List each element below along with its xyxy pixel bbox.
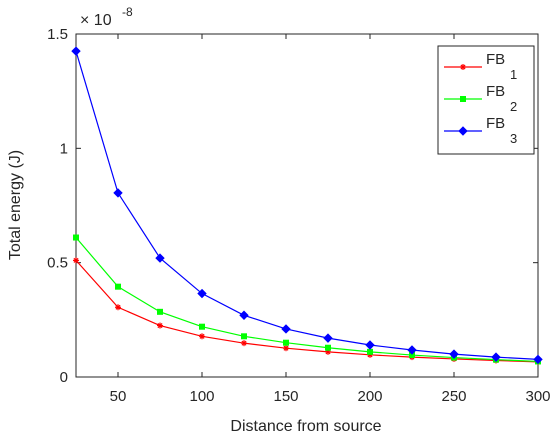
series-line [75, 259, 539, 363]
data-point [491, 352, 501, 362]
legend-label: FB [486, 115, 505, 132]
data-point [115, 283, 121, 290]
data-point [157, 322, 163, 329]
x-tick-label: 50 [110, 388, 127, 405]
data-point [407, 345, 417, 355]
y-tick-label: 1 [60, 140, 68, 157]
data-point [533, 354, 543, 365]
legend-entry-3: FB 3 [444, 115, 517, 146]
data-point [281, 324, 291, 334]
data-point [73, 234, 79, 241]
data-point [241, 333, 247, 340]
y-axis-label: Total energy (J) [7, 150, 24, 260]
y-tick-label: 0.5 [47, 255, 68, 272]
x-tick-label: 300 [525, 388, 550, 405]
series-3 [71, 46, 543, 365]
data-point [367, 348, 373, 355]
data-point [71, 46, 81, 56]
series-layer [71, 46, 543, 365]
x-tick-label: 200 [357, 388, 382, 405]
x-tick-label: 150 [273, 388, 298, 405]
series-line [75, 237, 539, 363]
legend-subscript: 1 [510, 67, 517, 82]
legend-entry-2: FB 2 [444, 83, 517, 114]
legend-subscript: 3 [510, 131, 517, 146]
data-point [155, 253, 165, 263]
data-point [199, 333, 205, 340]
data-point [113, 188, 123, 198]
x-tick-label: 100 [189, 388, 214, 405]
data-point [449, 349, 459, 359]
legend-entry-1: FB 1 [444, 51, 517, 82]
legend-label: FB [486, 51, 505, 68]
legend: FB 1 FB 2 FB 3 [437, 45, 535, 155]
data-point [157, 308, 163, 315]
legend-swatch-marker [460, 64, 466, 70]
data-point [283, 345, 289, 352]
data-point [283, 339, 289, 346]
y-axis: 0 0.5 1 1.5 [47, 26, 538, 386]
legend-label: FB [486, 83, 505, 100]
data-point [73, 257, 79, 264]
x-axis-label: Distance from source [230, 418, 381, 435]
data-point [239, 310, 249, 320]
y-exponent-power: -8 [122, 5, 133, 19]
data-point [323, 333, 333, 343]
data-point [199, 323, 205, 330]
y-tick-label: 0 [60, 369, 68, 386]
x-tick-label: 250 [441, 388, 466, 405]
legend-box [437, 45, 535, 155]
legend-subscript: 2 [510, 99, 517, 114]
legend-swatch-marker [458, 126, 468, 136]
data-point [325, 344, 331, 351]
legend-swatch-marker [460, 96, 466, 102]
data-point [197, 288, 207, 299]
y-tick-label: 1.5 [47, 26, 68, 43]
x-axis: 50 100 150 200 250 300 [110, 34, 550, 405]
data-point [241, 340, 247, 347]
data-point [115, 304, 121, 311]
y-exponent-base: × 10 [80, 12, 112, 29]
series-line [75, 50, 539, 360]
data-point [365, 340, 375, 350]
